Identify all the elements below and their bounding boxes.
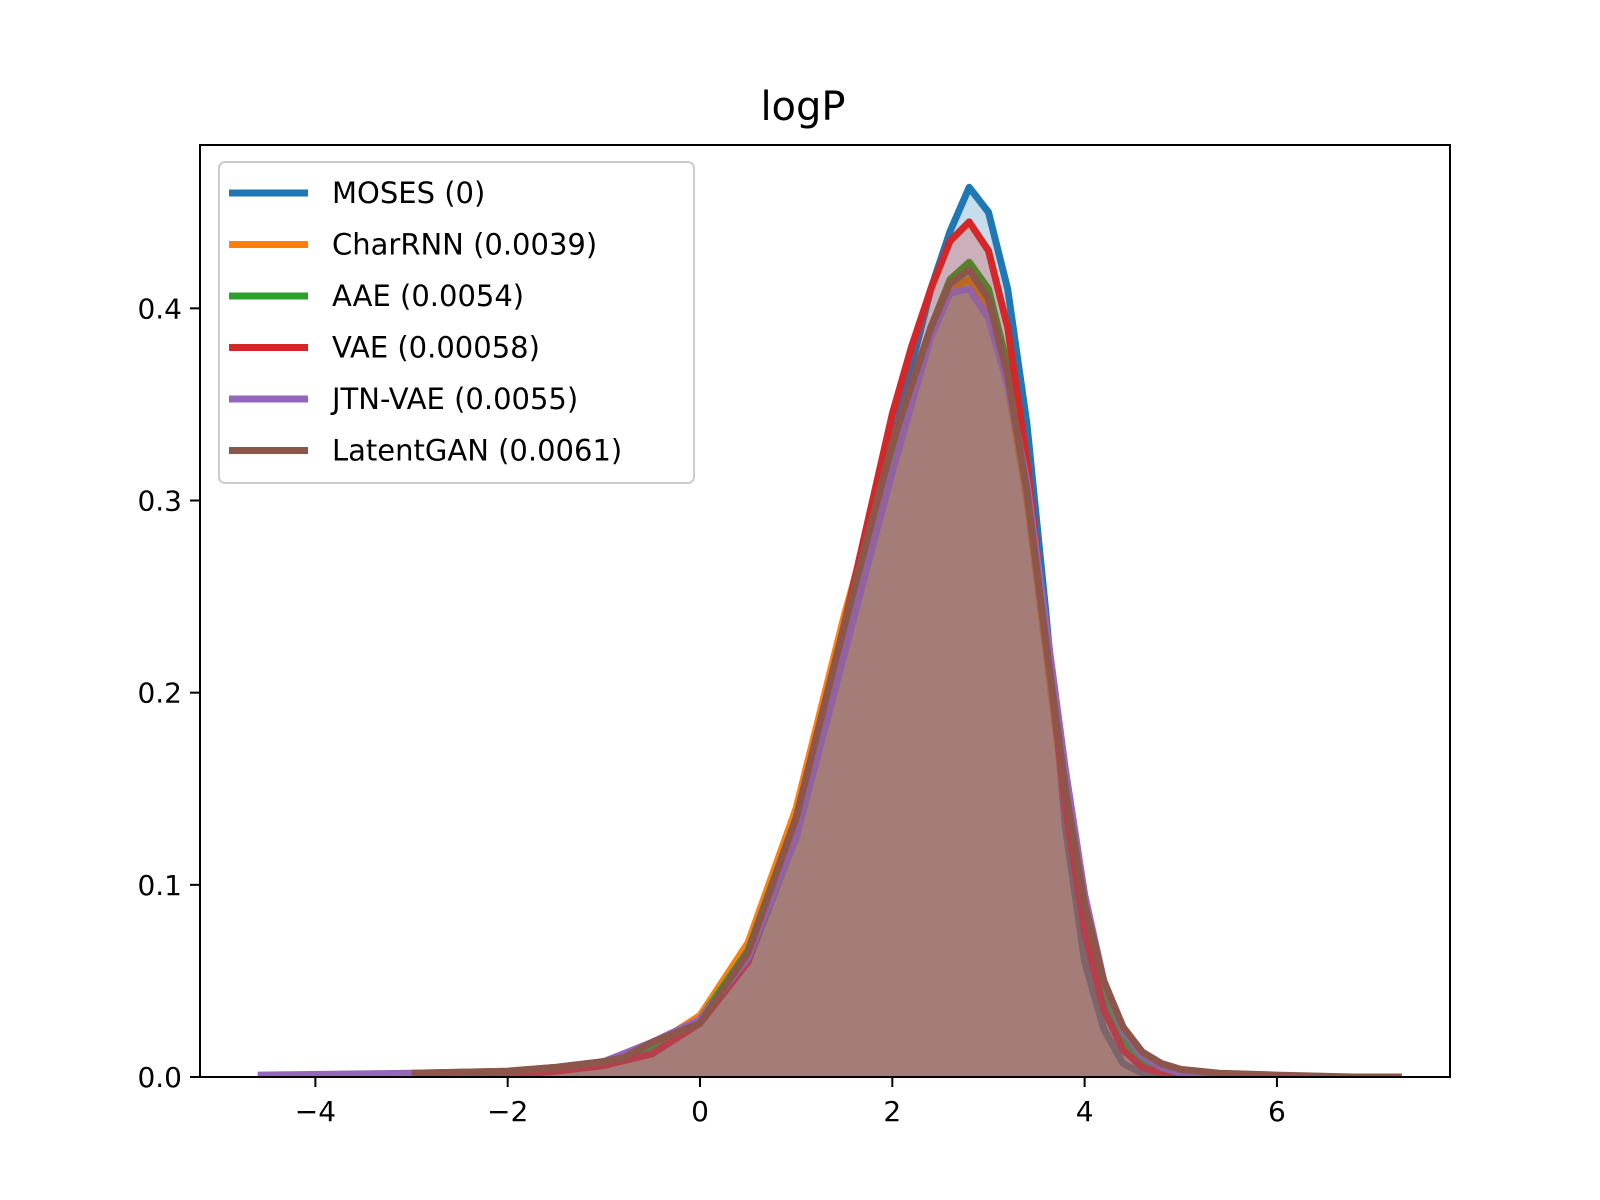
- series-area-aae: [411, 262, 1354, 1077]
- x-tick-label: 0: [691, 1095, 709, 1128]
- series-line-latentgan: [411, 266, 1402, 1077]
- plot-frame: [199, 144, 1451, 1078]
- series-area-latentgan: [411, 269, 1402, 1077]
- legend-label-latentgan: LatentGAN (0.0061): [332, 434, 622, 468]
- legend-label-charrnn: CharRNN (0.0039): [332, 228, 597, 262]
- y-tick-label: 0.0: [137, 1061, 182, 1094]
- legend-label-moses: MOSES (0): [332, 176, 485, 210]
- legend-label-aae: AAE (0.0054): [332, 279, 524, 313]
- legend-box: [218, 161, 695, 484]
- series-area-charrnn: [411, 279, 1354, 1077]
- legend-label-vae: VAE (0.00058): [332, 331, 540, 365]
- y-tick-label: 0.2: [137, 677, 182, 710]
- y-tick-label: 0.1: [137, 869, 182, 902]
- x-tick-label: 2: [883, 1095, 901, 1128]
- x-tick-label: −4: [295, 1095, 336, 1128]
- y-tick-label: 0.4: [137, 292, 182, 325]
- x-tick-label: 4: [1076, 1095, 1094, 1128]
- legend: MOSES (0) CharRNN (0.0039) AAE (0.0054) VAE…: [218, 161, 695, 484]
- series-area-moses: [411, 187, 1162, 1077]
- legend-label-jtn-vae: JTN-VAE (0.0055): [330, 382, 578, 416]
- series-line-vae: [411, 218, 1220, 1077]
- y-axis: 0.0 0.1 0.2 0.3 0.4: [137, 292, 200, 1094]
- x-axis: −4 −2 0 2 4 6: [295, 1077, 1286, 1128]
- chart-title: logP: [760, 84, 845, 130]
- x-tick-label: −2: [487, 1095, 528, 1128]
- series-area-jtn-vae: [257, 289, 1277, 1077]
- series-layer: [257, 183, 1402, 1077]
- y-tick-label: 0.3: [137, 485, 182, 518]
- x-tick-label: 6: [1268, 1095, 1286, 1128]
